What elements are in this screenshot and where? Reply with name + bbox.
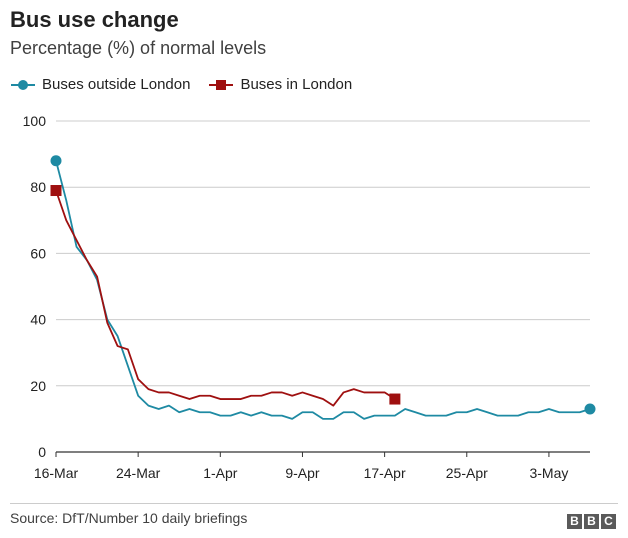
legend-circle-marker-icon bbox=[11, 79, 35, 90]
bbc-logo-letter: B bbox=[584, 514, 599, 529]
chart-title: Bus use change bbox=[10, 7, 179, 32]
x-tick-label: 9-Apr bbox=[285, 465, 320, 481]
y-tick-label: 40 bbox=[30, 312, 46, 328]
source-note: Source: DfT/Number 10 daily briefings bbox=[10, 510, 248, 526]
line-chart: 0 20 40 60 80 100 16-Mar 24-Mar 1-Apr 9-Apr 17-Apr… bbox=[23, 113, 596, 481]
legend-square-marker-icon bbox=[209, 79, 234, 90]
bbc-logo-letter: B bbox=[567, 514, 582, 529]
series-marker-circle bbox=[50, 155, 62, 167]
bbc-logo: B B C bbox=[565, 514, 616, 529]
bbc-logo-letter: C bbox=[601, 514, 616, 529]
series-line-1 bbox=[55, 190, 396, 407]
y-tick-label: 80 bbox=[30, 179, 46, 195]
x-tick-label: 3-May bbox=[529, 465, 568, 481]
legend-item-in-london: Buses in London bbox=[208, 76, 352, 93]
y-tick-label: 60 bbox=[30, 245, 46, 261]
footer-divider bbox=[10, 503, 618, 504]
y-tick-label: 0 bbox=[38, 444, 46, 460]
chart-subtitle: Percentage (%) of normal levels bbox=[10, 38, 267, 58]
legend-label-in-london: Buses in London bbox=[240, 76, 353, 93]
x-tick-label: 17-Apr bbox=[364, 465, 406, 481]
x-tick-label: 1-Apr bbox=[203, 465, 238, 481]
y-tick-label: 100 bbox=[23, 113, 47, 129]
series-line-0 bbox=[55, 160, 591, 420]
y-tick-label: 20 bbox=[30, 378, 46, 394]
chart-legend: Buses outside London Buses in London bbox=[10, 76, 370, 93]
legend-item-outside-london: Buses outside London bbox=[10, 76, 190, 93]
series-marker-square bbox=[50, 185, 62, 197]
x-tick-label: 16-Mar bbox=[34, 465, 79, 481]
series-marker-circle bbox=[584, 403, 596, 415]
x-tick-label: 25-Apr bbox=[446, 465, 488, 481]
x-tick-label: 24-Mar bbox=[116, 465, 161, 481]
series-marker-square bbox=[389, 393, 401, 405]
legend-label-outside-london: Buses outside London bbox=[42, 76, 191, 93]
